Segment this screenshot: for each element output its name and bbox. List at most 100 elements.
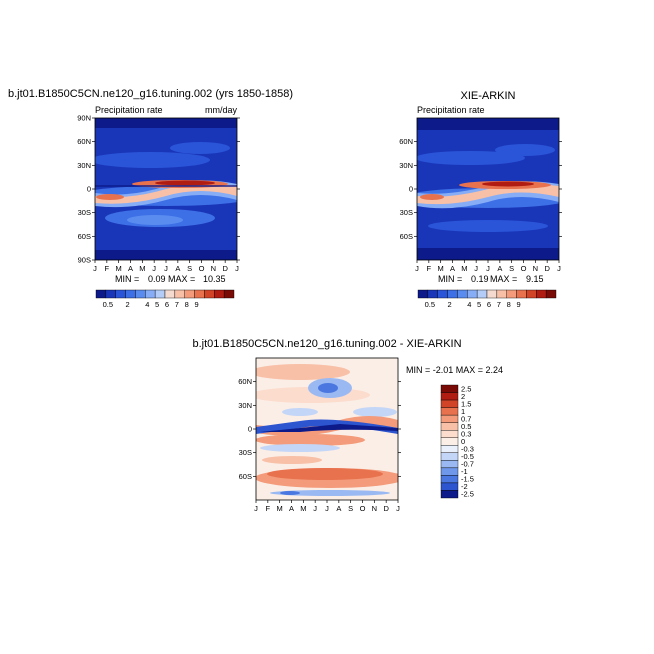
panel-c-colorbar-label: -2 — [461, 482, 468, 491]
panel-a-y-tick-label: 90S — [78, 256, 91, 265]
panel-b-plot — [417, 118, 559, 260]
panel-a-colorbar-label: 4 — [145, 300, 149, 309]
panel-b-min: 0.19 — [471, 274, 489, 284]
panel-b-x-tick-label: J — [474, 264, 478, 273]
panel-c-colorbar-label: 2.5 — [461, 384, 471, 393]
panel-b-colorbar-box — [496, 289, 507, 299]
panel-b-x-tick-label: F — [427, 264, 432, 273]
panel-c-colorbar-box — [440, 460, 459, 469]
panel-a-colorbar-label: 7 — [175, 300, 179, 309]
panel-c-colorbar-box — [440, 467, 459, 476]
panel-b-colorbar-box — [467, 289, 478, 299]
panel-b-y-tick-label: 60N — [399, 137, 413, 146]
panel-c-colorbar-box — [440, 422, 459, 431]
panel-a-subtitle-left: Precipitation rate — [95, 105, 163, 115]
panel-a-colorbar-label: 2 — [125, 300, 129, 309]
panel-a-x-tick-label: N — [211, 264, 216, 273]
panel-b-max: 9.15 — [526, 274, 544, 284]
panel-b-colorbar-box — [457, 289, 468, 299]
panel-a-colorbar-box — [105, 289, 116, 299]
panel-a-colorbar-box — [115, 289, 126, 299]
panel-c-colorbar-label: -0.7 — [461, 460, 474, 469]
panel-c-colorbar-label: -1 — [461, 467, 468, 476]
panel-a-colorbar-box — [223, 289, 235, 299]
panel-c-colorbar-label: 0 — [461, 437, 465, 446]
panel-a-y-tick-label: 30S — [78, 208, 91, 217]
panel-b-colorbar-label: 0.5 — [425, 300, 435, 309]
panel-a-x-tick-label: A — [175, 264, 180, 273]
panel-b-subtitle-left: Precipitation rate — [417, 105, 485, 115]
panel-a-x-tick-label: A — [128, 264, 133, 273]
panel-b-colorbar-box — [506, 289, 517, 299]
panel-c-x-tick-label: A — [289, 504, 294, 513]
panel-c-x-tick-label: M — [300, 504, 306, 513]
panel-c-colorbar-label: 0.7 — [461, 414, 471, 423]
panel-a-min-label: MIN = — [115, 274, 139, 284]
panel-c-colorbar-box — [440, 482, 459, 491]
panel-a-colorbar-box — [214, 289, 225, 299]
panel-b-colorbar-box — [526, 289, 537, 299]
panel-c-colorbar-label: -0.3 — [461, 445, 474, 454]
panel-b-x-tick-label: J — [557, 264, 561, 273]
panel-b-y-tick-label: 0 — [409, 185, 413, 194]
panel-c-colorbar-label: 1 — [461, 407, 465, 416]
panel-c-x-tick-label: J — [313, 504, 317, 513]
panel-c-colorbar-label: 0.3 — [461, 429, 471, 438]
panel-c-x-tick-label: J — [396, 504, 400, 513]
panel-b-colorbar-box — [417, 289, 429, 299]
panel-b-x-tick-label: N — [533, 264, 538, 273]
panel-c-colorbar-label: 1.5 — [461, 399, 471, 408]
panel-a-plot — [95, 118, 237, 260]
panel-b-colorbar-box — [545, 289, 557, 299]
panel-b-colorbar-label: 6 — [487, 300, 491, 309]
panel-c-colorbar: 2.521.510.70.50.30-0.3-0.5-0.7-1-1.5-2-2… — [440, 384, 474, 499]
panel-a-x-tick-label: D — [222, 264, 228, 273]
panel-b-colorbar-label: 7 — [497, 300, 501, 309]
panel-a-colorbar-label: 5 — [155, 300, 159, 309]
panel-a-x-tick-label: F — [105, 264, 110, 273]
panel-b-colorbar-box — [476, 289, 488, 299]
panel-a-colorbar-box — [194, 289, 205, 299]
panel-b-colorbar-box — [447, 289, 458, 299]
panel-b-min-label: MIN = — [438, 274, 462, 284]
panel-c-y-tick-label: 30S — [239, 448, 252, 457]
panel-a-x-tick-label: O — [199, 264, 205, 273]
panel-a-x-tick-label: J — [235, 264, 239, 273]
panel-c-y-tick-label: 60N — [238, 377, 252, 386]
panel-c-colorbar-box — [440, 414, 459, 423]
panel-a-subtitle-right: mm/day — [205, 105, 238, 115]
panel-c-x-tick-label: M — [277, 504, 283, 513]
panel-a-colorbar-box — [204, 289, 215, 299]
panel-a-colorbar-box — [145, 289, 156, 299]
panel-a-colorbar-label: 9 — [194, 300, 198, 309]
panel-c-colorbar-label: 0.5 — [461, 422, 471, 431]
panel-a-x-tick-label: S — [187, 264, 192, 273]
panel-a-y-tick-label: 60S — [78, 232, 91, 241]
panel-a-colorbar-label: 8 — [185, 300, 189, 309]
panel-b-x-tick-label: J — [486, 264, 490, 273]
panel-c-title: b.jt01.B1850C5CN.ne120_g16.tuning.002 - … — [192, 338, 461, 350]
panel-a-x-tick-label: J — [164, 264, 168, 273]
panel-c-colorbar-label: 2 — [461, 392, 465, 401]
panel-a-y-tick-label: 90N — [77, 114, 91, 123]
panel-c-colorbar-label: -1.5 — [461, 475, 474, 484]
panel-b-colorbar-box — [437, 289, 448, 299]
panel-a-colorbar-box — [184, 289, 195, 299]
panel-a-colorbar-box — [174, 289, 185, 299]
panel-b-colorbar-label: 2 — [447, 300, 451, 309]
panel-c-x-tick-label: O — [360, 504, 366, 513]
panel-b-colorbar-label: 5 — [477, 300, 481, 309]
panel-a-colorbar-box — [125, 289, 136, 299]
panel-c-y-tick-label: 60S — [239, 472, 252, 481]
panel-b-x-tick-label: A — [450, 264, 455, 273]
panel-c-colorbar-box — [440, 475, 459, 484]
panel-c-colorbar-box — [440, 407, 459, 416]
panel-b-x-tick-label: D — [544, 264, 550, 273]
panel-b-colorbar-label: 8 — [507, 300, 511, 309]
panel-c-plot — [256, 358, 398, 500]
panel-a-colorbar-label: 6 — [165, 300, 169, 309]
panel-b-y-tick-label: 60S — [400, 232, 413, 241]
panel-c-colorbar-label: -2.5 — [461, 490, 474, 499]
